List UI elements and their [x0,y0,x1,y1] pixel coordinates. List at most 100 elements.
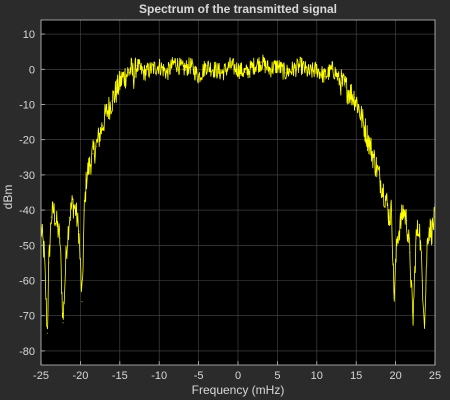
x-tick-label: -20 [72,370,88,382]
x-tick-label: -15 [112,370,128,382]
data-point [409,251,411,253]
data-point [89,163,91,165]
data-point [130,68,132,70]
data-point [123,75,126,77]
data-point [393,297,395,299]
data-point [158,65,160,67]
data-point [53,209,55,211]
y-tick-label: -80 [19,346,35,358]
data-point [344,86,346,88]
data-point [418,223,420,225]
data-point [284,72,286,74]
x-tick-label: -25 [33,370,49,382]
data-point [347,89,349,92]
data-point [261,61,263,63]
data-point [120,79,122,81]
data-point [108,107,110,109]
y-tick-label: -10 [19,99,35,111]
y-tick-label: -60 [19,276,35,288]
data-point [431,230,433,232]
data-point [86,174,88,176]
data-point [316,68,318,70]
data-point [46,332,48,334]
data-point [360,114,362,116]
y-axis-label: dBm [1,185,15,210]
data-point [406,220,408,222]
data-point [43,251,45,253]
y-tick-label: -40 [19,205,35,217]
data-point [412,322,414,324]
data-point [421,279,423,282]
data-point [182,68,184,70]
data-point [415,237,417,239]
data-point [68,216,70,218]
data-point [428,227,430,229]
data-point [174,61,176,63]
data-point [300,65,302,67]
x-tick-label: 15 [350,370,362,382]
data-point [385,198,387,201]
data-point [331,68,334,70]
y-tick-label: -70 [19,311,35,323]
data-point [402,209,405,211]
data-point [276,65,278,67]
x-tick-label: 25 [429,370,441,382]
data-point [229,65,231,67]
chart-title: Spectrum of the transmitted signal [139,2,337,16]
data-point [59,237,61,239]
data-point [92,153,94,155]
data-point [98,135,100,137]
data-point [136,65,138,67]
y-tick-label: -30 [19,170,35,182]
x-tick-label: 0 [235,370,241,382]
data-point [308,72,310,74]
data-point [426,244,428,246]
data-point [166,72,168,74]
data-point [363,125,365,127]
data-point [391,209,393,211]
data-point [127,72,129,74]
data-point [190,65,192,67]
data-point [382,188,384,190]
data-point [48,262,50,264]
data-point [78,230,80,232]
data-point [198,75,200,77]
data-point [142,72,145,74]
data-point [341,82,343,84]
data-point [205,65,208,67]
data-point [388,216,390,218]
data-point [105,114,107,116]
data-point [95,146,97,148]
y-tick-label: 10 [23,29,35,41]
data-point [101,125,104,127]
data-point [354,96,356,99]
data-point [424,322,426,324]
x-tick-label: 20 [389,370,401,382]
x-tick-label: 10 [311,370,323,382]
data-point [71,202,74,204]
data-point [62,322,64,324]
data-point [114,93,116,95]
spectrum-trace [40,54,436,330]
x-tick-label: 5 [274,370,280,382]
data-point [117,86,119,88]
data-point [357,103,359,106]
data-point [292,68,294,70]
data-point [369,146,371,148]
y-tick-label: 0 [29,64,35,76]
data-point [335,72,337,74]
data-point [245,72,247,74]
x-axis-label: Frequency (mHz) [192,383,285,397]
data-point [324,75,326,77]
data-point [133,75,135,77]
data-point [396,237,398,239]
data-point [372,156,375,158]
data-point [379,177,381,180]
y-axis-ticks: 10 0 -10 -20 -30 -40 -50 -60 -70 -80 [19,29,45,358]
data-point [56,223,58,225]
data-point [399,223,401,225]
data-point [81,301,83,303]
data-point [338,79,340,81]
